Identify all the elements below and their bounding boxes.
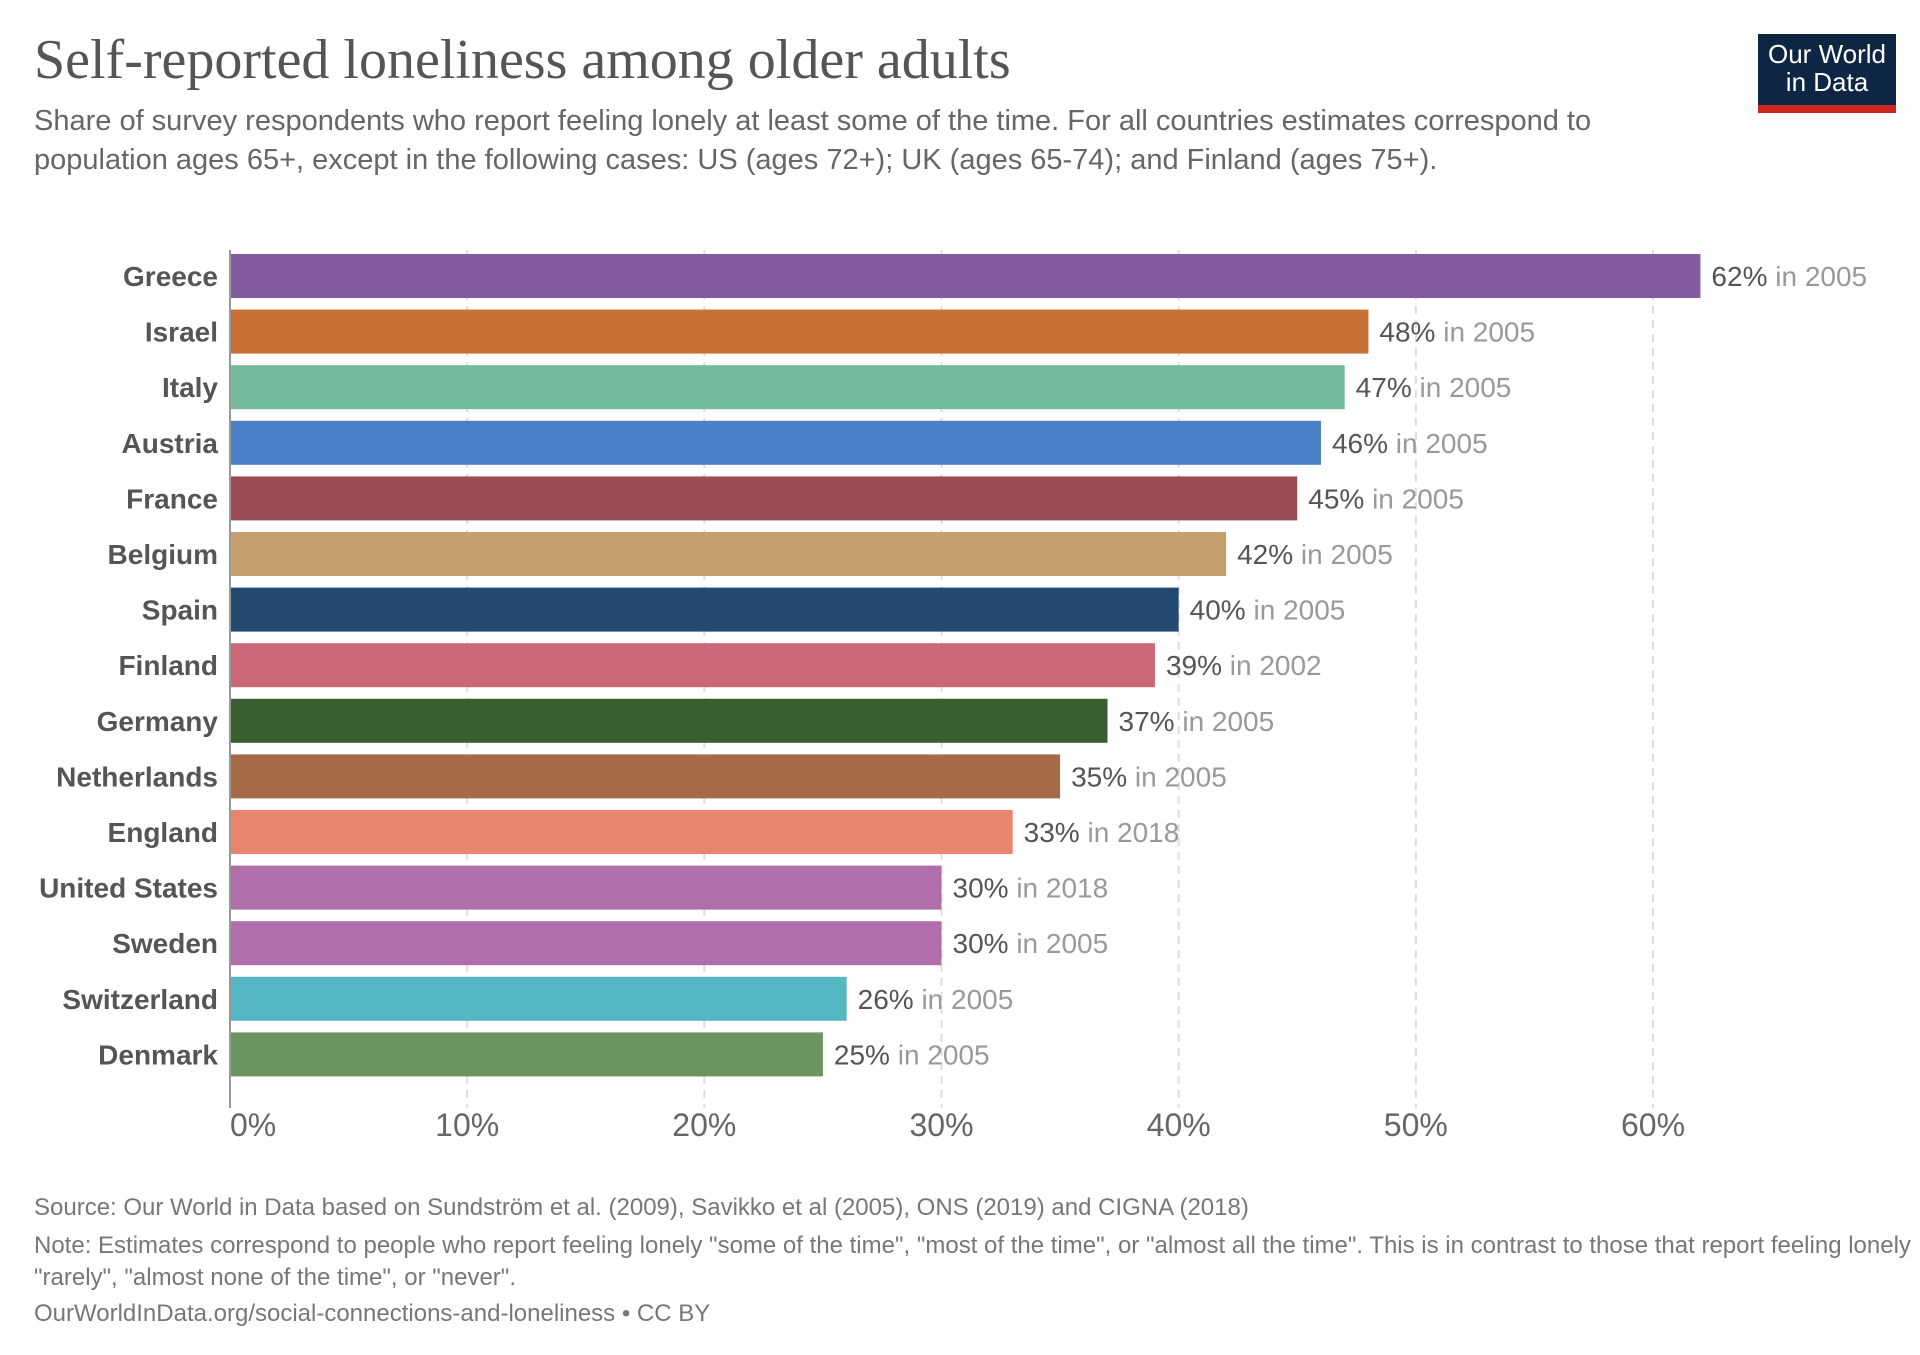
category-label: Germany [97, 706, 219, 737]
x-tick-label: 0% [230, 1107, 276, 1143]
category-label: Belgium [108, 539, 218, 570]
bar [230, 365, 1345, 410]
category-label: Sweden [112, 928, 218, 959]
value-label: 42% in 2005 [1237, 539, 1393, 570]
category-label: United States [39, 873, 218, 904]
category-label: Italy [162, 372, 218, 403]
value-percent: 47% [1356, 372, 1412, 403]
category-label: Switzerland [62, 984, 218, 1015]
value-percent: 30% [953, 873, 1009, 904]
x-tick-label: 10% [435, 1107, 499, 1143]
value-year: in 2005 [1435, 317, 1535, 348]
bar [230, 254, 1701, 298]
value-year: in 2018 [1009, 873, 1109, 904]
source-note: Source: Our World in Data based on Sunds… [34, 1194, 1249, 1221]
bar [230, 810, 1013, 854]
bar [230, 587, 1179, 632]
value-label: 35% in 2005 [1071, 761, 1227, 792]
value-year: in 2005 [1009, 928, 1109, 959]
value-percent: 35% [1071, 761, 1127, 792]
value-percent: 46% [1332, 428, 1388, 459]
category-label: Denmark [98, 1039, 218, 1070]
bar [230, 643, 1155, 688]
logo-line-1: Our World [1768, 39, 1886, 69]
category-label: Israel [145, 317, 218, 348]
value-year: in 2002 [1222, 650, 1322, 681]
owid-logo[interactable]: Our World in Data [1758, 34, 1896, 113]
value-percent: 40% [1190, 595, 1246, 626]
bar [230, 1032, 823, 1077]
chart-subtitle: Share of survey respondents who report f… [34, 105, 1592, 176]
value-label: 25% in 2005 [834, 1039, 990, 1070]
value-year: in 2005 [1412, 372, 1512, 403]
value-label: 30% in 2005 [953, 928, 1109, 959]
value-year: in 2005 [1388, 428, 1488, 459]
value-year: in 2018 [1080, 817, 1180, 848]
category-label: Finland [118, 650, 218, 681]
value-label: 30% in 2018 [953, 873, 1109, 904]
value-label: 62% in 2005 [1711, 261, 1867, 292]
value-percent: 62% [1711, 261, 1767, 292]
bar [230, 754, 1061, 799]
value-year: in 2005 [1767, 261, 1867, 292]
value-percent: 33% [1024, 817, 1080, 848]
bar [230, 976, 847, 1021]
value-year: in 2005 [1364, 483, 1464, 514]
x-tick-label: 40% [1147, 1107, 1211, 1143]
value-percent: 25% [834, 1039, 890, 1070]
bar [230, 698, 1108, 743]
bar [230, 476, 1298, 521]
footnote: Note: Estimates correspond to people who… [34, 1232, 1911, 1291]
category-label: Austria [122, 428, 219, 459]
category-label: Netherlands [56, 761, 218, 792]
value-label: 39% in 2002 [1166, 650, 1322, 681]
chart-title: Self-reported loneliness among older adu… [34, 29, 1011, 91]
x-tick-label: 50% [1384, 1107, 1448, 1143]
bar [230, 532, 1227, 576]
value-percent: 26% [858, 984, 914, 1015]
value-label: 40% in 2005 [1190, 595, 1346, 626]
value-percent: 37% [1119, 706, 1175, 737]
value-label: 46% in 2005 [1332, 428, 1488, 459]
value-label: 33% in 2018 [1024, 817, 1180, 848]
value-percent: 45% [1308, 483, 1364, 514]
bar [230, 921, 942, 966]
value-year: in 2005 [1293, 539, 1393, 570]
value-year: in 2005 [914, 984, 1014, 1015]
category-label: Greece [123, 261, 218, 292]
value-percent: 42% [1237, 539, 1293, 570]
url-license[interactable]: OurWorldInData.org/social-connections-an… [34, 1300, 711, 1327]
category-label: Spain [142, 595, 218, 626]
value-label: 47% in 2005 [1356, 372, 1512, 403]
bar [230, 420, 1321, 465]
value-percent: 48% [1379, 317, 1435, 348]
value-year: in 2005 [1246, 595, 1346, 626]
value-label: 48% in 2005 [1379, 317, 1535, 348]
value-label: 37% in 2005 [1119, 706, 1275, 737]
value-year: in 2005 [890, 1039, 990, 1070]
bar [230, 865, 942, 910]
value-year: in 2005 [1127, 761, 1227, 792]
value-label: 45% in 2005 [1308, 483, 1464, 514]
category-label: England [108, 817, 218, 848]
logo-line-2: in Data [1785, 67, 1869, 97]
bar [230, 309, 1369, 354]
value-year: in 2005 [1175, 706, 1275, 737]
category-label: France [126, 483, 218, 514]
x-tick-label: 60% [1621, 1107, 1685, 1143]
value-percent: 30% [953, 928, 1009, 959]
value-percent: 39% [1166, 650, 1222, 681]
x-tick-label: 20% [672, 1107, 736, 1143]
value-label: 26% in 2005 [858, 984, 1014, 1015]
x-tick-label: 30% [909, 1107, 973, 1143]
